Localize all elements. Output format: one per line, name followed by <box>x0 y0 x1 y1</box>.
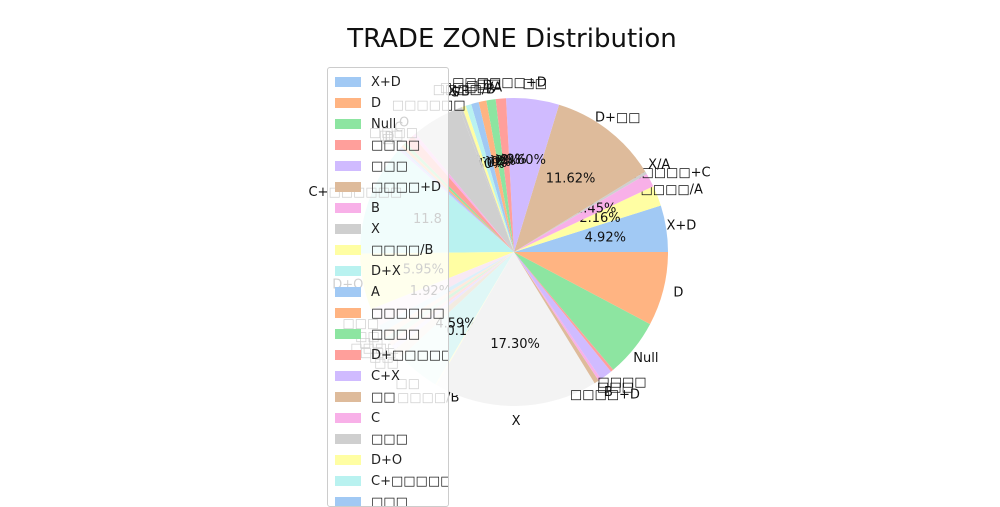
legend-swatch <box>335 203 361 213</box>
slice-label: Null <box>633 351 658 366</box>
slice-percent-label: 11.62% <box>546 171 596 186</box>
legend-label: □□□□ <box>371 327 420 342</box>
legend-item: □□□□ <box>335 135 420 155</box>
legend-label: D+□□□□□□ <box>371 348 449 363</box>
slice-percent-label: 4.92% <box>585 230 626 245</box>
legend-label: D <box>371 96 381 111</box>
legend-item: □□□□/B <box>335 240 433 260</box>
legend-swatch <box>335 350 361 360</box>
legend-label: X+D <box>371 75 401 90</box>
legend-item: □□□□□□ <box>335 303 445 323</box>
legend-label: B <box>371 201 380 216</box>
legend-swatch <box>335 266 361 276</box>
legend-label: □□ <box>371 390 396 405</box>
legend-label: □□□ <box>371 495 408 507</box>
legend-item: □□□ <box>335 429 408 449</box>
legend-label: C+□□□□□□ <box>371 474 449 489</box>
legend-item: □□□□+D <box>335 177 441 197</box>
slice-label: □□□□ <box>597 375 646 390</box>
legend-item: □□□ <box>335 156 408 176</box>
legend-label: □□□ <box>371 432 408 447</box>
slice-label: D <box>673 285 683 300</box>
legend-item: D <box>335 93 381 113</box>
legend-item: X+D <box>335 72 401 92</box>
legend-item: D+O <box>335 450 402 470</box>
legend-item: B <box>335 198 380 218</box>
legend-swatch <box>335 98 361 108</box>
legend-item: A <box>335 282 380 302</box>
legend-label: □□□ <box>371 159 408 174</box>
slice-label: X <box>512 414 521 429</box>
legend-label: □□□□+D <box>371 180 441 195</box>
legend-label: Null <box>371 117 396 132</box>
legend-swatch <box>335 308 361 318</box>
legend-swatch <box>335 476 361 486</box>
legend-label: □□□□□□ <box>371 306 445 321</box>
legend-label: X <box>371 222 380 237</box>
legend-label: □□□□/B <box>371 243 433 258</box>
legend-swatch <box>335 455 361 465</box>
legend-item: C+□□□□□□ <box>335 471 449 491</box>
legend-label: A <box>371 285 380 300</box>
legend-swatch <box>335 371 361 381</box>
legend-item: C+X <box>335 366 400 386</box>
legend-swatch <box>335 413 361 423</box>
legend-swatch <box>335 392 361 402</box>
legend-swatch <box>335 245 361 255</box>
legend-item: X <box>335 219 380 239</box>
legend-label: □□□□ <box>371 138 420 153</box>
slice-label: X+D <box>667 219 697 234</box>
legend-item: Null <box>335 114 396 134</box>
legend-swatch <box>335 119 361 129</box>
legend-item: C <box>335 408 380 428</box>
slice-percent-label: 17.30% <box>490 337 540 352</box>
legend-swatch <box>335 224 361 234</box>
legend-swatch <box>335 140 361 150</box>
legend-item: D+X <box>335 261 401 281</box>
legend-item: □□ <box>335 387 396 407</box>
legend-item: D+□□□□□□ <box>335 345 449 365</box>
legend-item: □□□□ <box>335 324 420 344</box>
legend-swatch <box>335 434 361 444</box>
legend-swatch <box>335 77 361 87</box>
legend-swatch <box>335 329 361 339</box>
legend-label: C+X <box>371 369 400 384</box>
legend-swatch <box>335 161 361 171</box>
slice-label: X/A <box>648 157 670 172</box>
legend-label: C <box>371 411 380 426</box>
legend-label: D+X <box>371 264 401 279</box>
legend-swatch <box>335 182 361 192</box>
legend-label: D+O <box>371 453 402 468</box>
legend-swatch <box>335 287 361 297</box>
slice-label: D+□□ <box>595 111 640 126</box>
legend-swatch <box>335 497 361 507</box>
